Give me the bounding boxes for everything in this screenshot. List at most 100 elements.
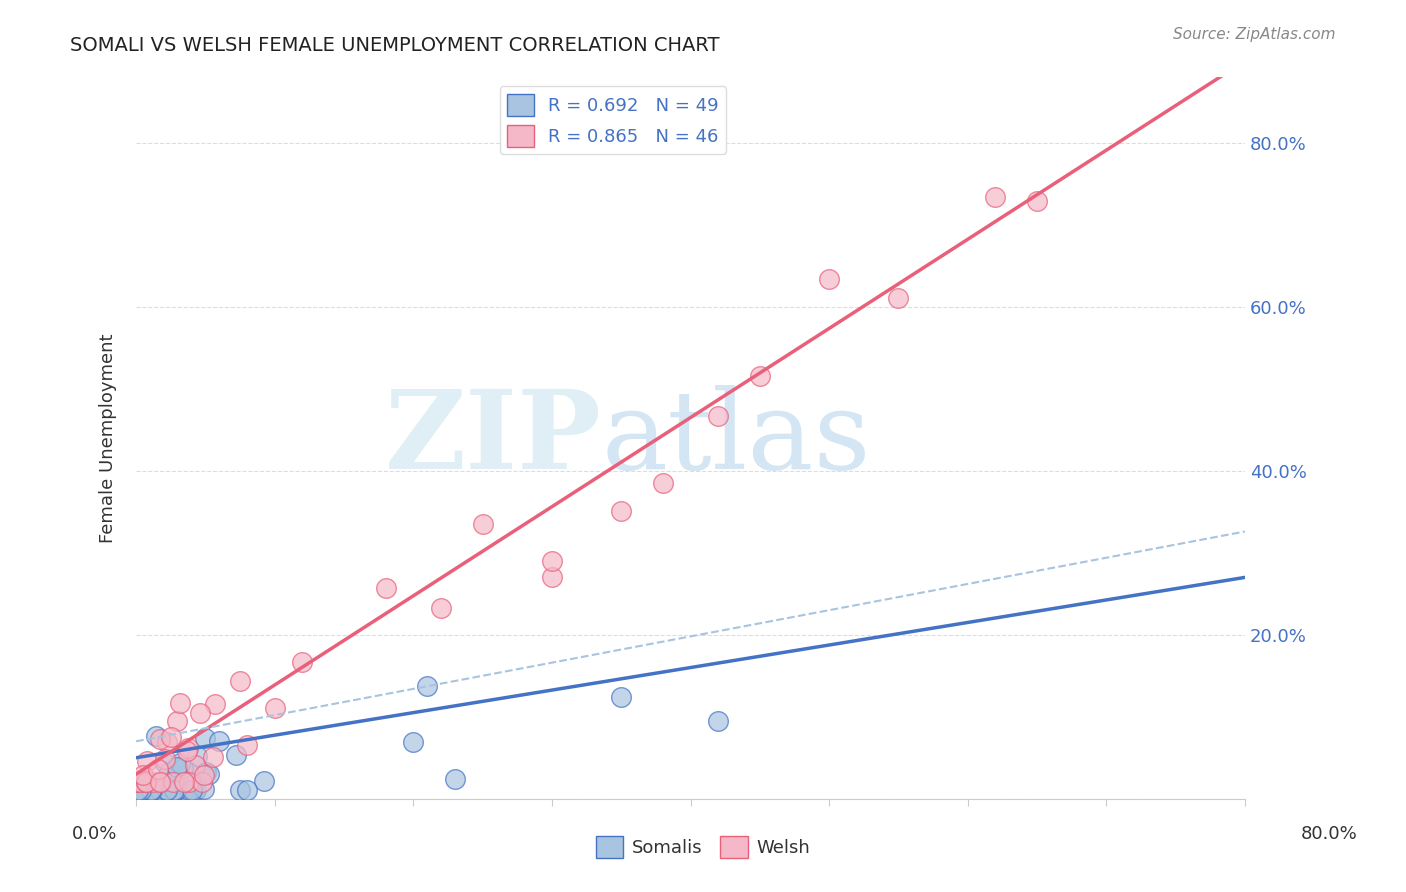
Point [177, 765, 200, 780]
Point [135, 783, 157, 797]
Point [173, 783, 195, 797]
Point [198, 767, 221, 781]
Point [176, 744, 198, 758]
Point [139, 782, 162, 797]
Point [153, 756, 176, 770]
Point [236, 783, 259, 797]
Point [471, 516, 494, 531]
Point [129, 783, 152, 797]
Point [127, 783, 149, 797]
Point [127, 783, 149, 797]
Point [263, 701, 285, 715]
Point [145, 730, 167, 744]
Point [180, 783, 202, 797]
Point [135, 775, 157, 789]
Point [541, 554, 564, 568]
Point [155, 783, 177, 797]
Y-axis label: Female Unemployment: Female Unemployment [100, 334, 117, 543]
Point [141, 783, 163, 797]
Point [191, 775, 214, 789]
Point [1026, 194, 1049, 208]
Point [166, 714, 188, 728]
Point [129, 783, 152, 797]
Point [225, 748, 247, 763]
Point [291, 656, 314, 670]
Point [194, 731, 217, 745]
Point [134, 773, 156, 788]
Legend: R = 0.692   N = 49, R = 0.865   N = 46: R = 0.692 N = 49, R = 0.865 N = 46 [499, 87, 725, 154]
Point [167, 774, 190, 789]
Point [159, 730, 181, 744]
Text: SOMALI VS WELSH FEMALE UNEMPLOYMENT CORRELATION CHART: SOMALI VS WELSH FEMALE UNEMPLOYMENT CORR… [70, 36, 720, 54]
Point [132, 768, 155, 782]
Point [184, 783, 207, 797]
Point [183, 783, 205, 797]
Point [149, 783, 172, 797]
Point [236, 738, 259, 752]
Point [150, 775, 173, 789]
Point [149, 775, 172, 789]
Point [208, 734, 231, 748]
Point [149, 731, 172, 746]
Point [430, 600, 453, 615]
Point [252, 774, 274, 789]
Point [157, 765, 180, 780]
Point [173, 775, 195, 789]
Point [707, 714, 730, 728]
Point [202, 749, 225, 764]
Point [374, 581, 396, 595]
Point [186, 748, 208, 763]
Text: atlas: atlas [602, 384, 872, 491]
Text: 80.0%: 80.0% [1301, 825, 1357, 843]
Point [204, 697, 226, 711]
Point [139, 783, 162, 797]
Point [651, 476, 673, 491]
Point [163, 783, 186, 797]
Point [136, 754, 159, 768]
Point [127, 775, 149, 789]
Point [156, 735, 179, 749]
Point [169, 756, 191, 771]
Point [887, 291, 910, 305]
Text: Source: ZipAtlas.com: Source: ZipAtlas.com [1173, 27, 1336, 42]
Point [166, 760, 188, 774]
Point [172, 761, 194, 775]
Point [132, 775, 155, 789]
Legend: Somalis, Welsh: Somalis, Welsh [589, 829, 817, 865]
Point [610, 504, 633, 518]
Point [165, 783, 187, 797]
Point [127, 783, 149, 797]
Point [748, 368, 770, 383]
Point [818, 272, 841, 286]
Point [165, 783, 187, 797]
Point [177, 775, 200, 789]
Point [156, 783, 179, 797]
Point [132, 783, 155, 797]
Point [416, 679, 439, 693]
Point [188, 706, 211, 720]
Point [153, 752, 176, 766]
Point [146, 762, 169, 776]
Point [194, 765, 217, 780]
Point [193, 767, 215, 781]
Text: ZIP: ZIP [385, 384, 602, 491]
Point [155, 779, 177, 793]
Point [135, 774, 157, 789]
Point [184, 757, 207, 772]
Point [169, 696, 191, 710]
Point [127, 775, 149, 789]
Point [984, 190, 1007, 204]
Point [610, 690, 633, 705]
Point [229, 783, 252, 797]
Point [179, 783, 201, 797]
Point [402, 735, 425, 749]
Point [541, 570, 564, 584]
Point [129, 783, 152, 797]
Point [149, 783, 172, 797]
Point [129, 775, 152, 789]
Text: 0.0%: 0.0% [72, 825, 117, 843]
Point [162, 775, 184, 789]
Point [444, 772, 467, 787]
Point [142, 775, 165, 789]
Point [707, 409, 730, 424]
